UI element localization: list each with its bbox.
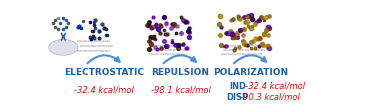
Ellipse shape	[49, 40, 78, 56]
Text: ELECTROSTATIC: ELECTROSTATIC	[64, 67, 144, 76]
Text: IND: IND	[229, 81, 246, 90]
Text: DISP: DISP	[226, 92, 249, 101]
Text: POLARIZATION: POLARIZATION	[213, 67, 288, 76]
Text: -32.4 kcal/mol: -32.4 kcal/mol	[240, 81, 305, 90]
Text: -98.1 kcal/mol: -98.1 kcal/mol	[150, 85, 211, 94]
Text: -90.3 kcal/mol: -90.3 kcal/mol	[240, 92, 300, 101]
Text: REPULSION: REPULSION	[152, 67, 209, 76]
Text: -32.4 kcal/mol: -32.4 kcal/mol	[74, 85, 134, 94]
